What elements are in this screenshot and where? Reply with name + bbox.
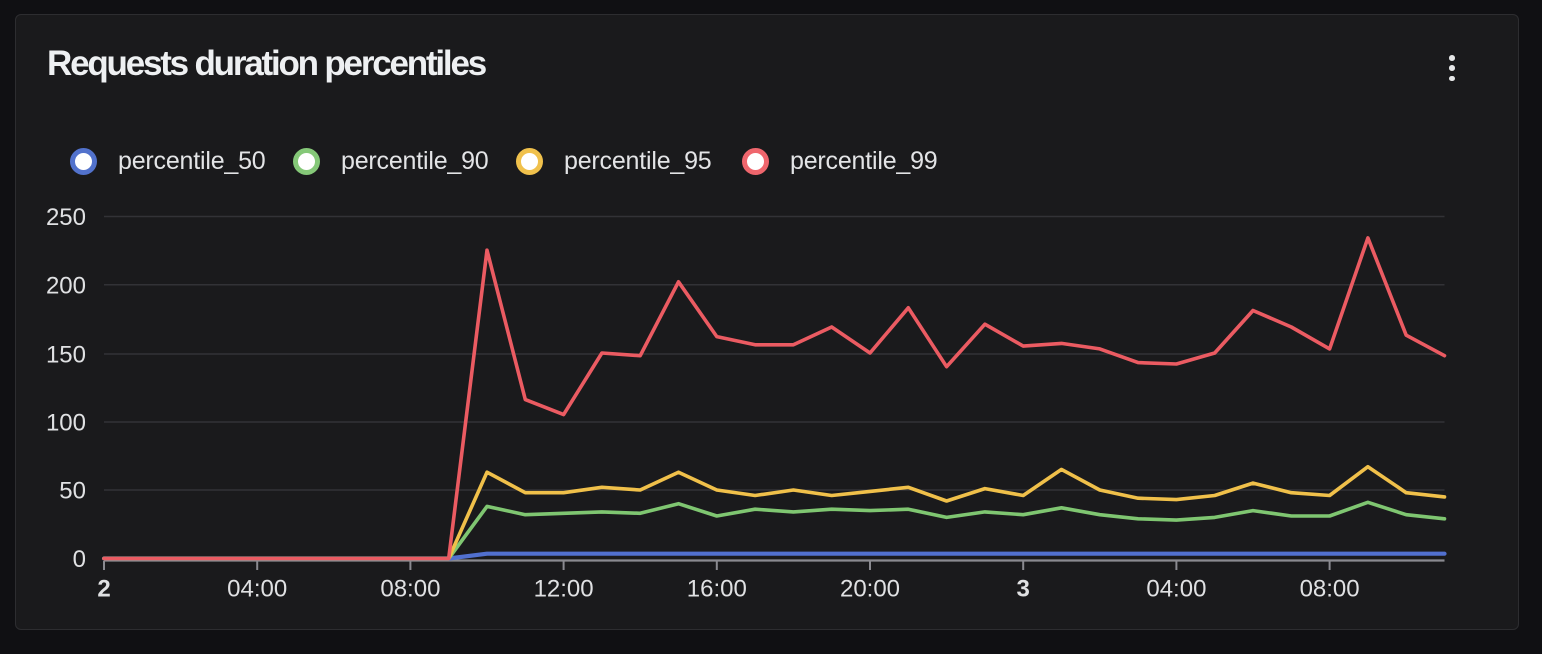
svg-text:100: 100	[46, 410, 86, 437]
svg-text:150: 150	[46, 342, 86, 369]
svg-text:04:00: 04:00	[227, 576, 287, 603]
svg-text:250: 250	[46, 204, 86, 231]
svg-text:200: 200	[46, 273, 86, 300]
svg-text:50: 50	[59, 478, 86, 505]
svg-text:16:00: 16:00	[687, 576, 747, 603]
svg-text:0: 0	[73, 546, 86, 573]
svg-text:08:00: 08:00	[380, 576, 440, 603]
svg-text:12:00: 12:00	[534, 576, 594, 603]
svg-text:3: 3	[1017, 576, 1030, 603]
svg-text:04:00: 04:00	[1146, 576, 1206, 603]
svg-text:08:00: 08:00	[1300, 576, 1360, 603]
svg-text:2: 2	[97, 576, 110, 603]
svg-text:20:00: 20:00	[840, 576, 900, 603]
